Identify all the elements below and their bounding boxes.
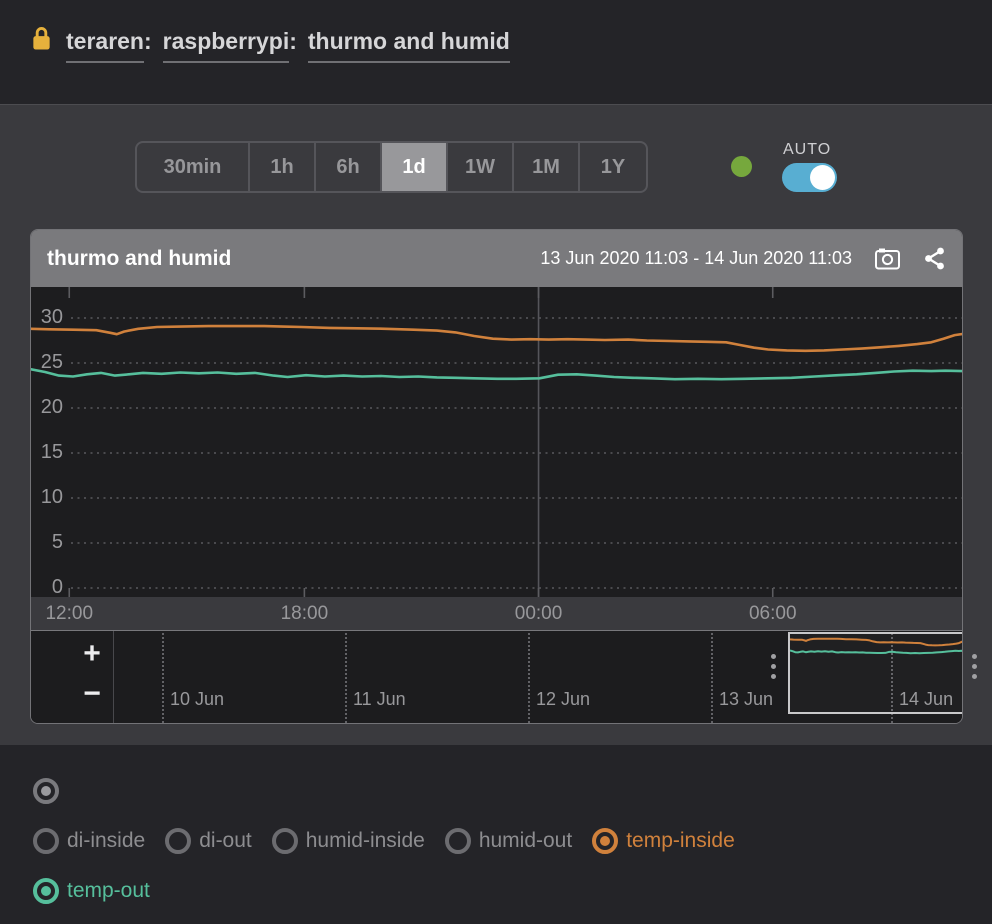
day-label-14 Jun: 14 Jun <box>899 689 954 709</box>
navigator-selection-window[interactable] <box>788 632 962 714</box>
mini-series-line-temp-out <box>790 649 962 655</box>
chart-title: thurmo and humid <box>47 246 232 270</box>
breadcrumb-separator: : <box>143 28 152 54</box>
chart-titlebar: thurmo and humid 13 Jun 2020 11:03 - 14 … <box>31 230 962 287</box>
chart-card: thurmo and humid 13 Jun 2020 11:03 - 14 … <box>30 229 963 724</box>
zoom-out-button[interactable]: − <box>83 677 101 710</box>
y-axis-label-15: 15 <box>40 441 63 463</box>
day-label-11 Jun: 11 Jun <box>352 689 406 709</box>
radio-dot <box>600 836 611 846</box>
navigator-divider <box>113 631 114 723</box>
legend-label-humid-out: humid-out <box>478 829 573 852</box>
day-boundary-line-10 Jun <box>161 633 164 723</box>
radio-icon-humid-inside <box>271 828 298 854</box>
day-boundary-line-13 Jun <box>710 633 713 723</box>
radio-dot <box>41 886 51 896</box>
auto-toggle[interactable] <box>782 163 837 192</box>
radio-icon-di-inside <box>33 828 59 854</box>
series-line-temp-inside <box>31 324 962 353</box>
share-icon[interactable] <box>923 246 946 271</box>
lock-icon <box>30 25 53 58</box>
radio-icon-humid-out <box>444 828 471 854</box>
time-range-group: 30min 1h 6h 1d 1W 1M 1Y <box>135 141 648 193</box>
legend-item-humid-inside[interactable]: humid-inside <box>271 828 425 854</box>
range-button-1M[interactable]: 1M <box>514 143 580 191</box>
mini-chart-svg <box>790 637 962 655</box>
legend-label-temp-inside: temp-inside <box>626 829 735 852</box>
legend-row-1: temp-out <box>33 878 992 904</box>
breadcrumb-item-0[interactable]: teraren <box>66 28 144 63</box>
legend-master-radio[interactable] <box>33 778 59 804</box>
breadcrumb: teraren: raspberrypi: thurmo and humid <box>66 28 510 63</box>
legend-item-temp-out[interactable]: temp-out <box>33 878 150 904</box>
legend-label-temp-out: temp-out <box>67 879 150 902</box>
x-axis: 12:00 18:00 00:00 06:00 <box>31 597 962 630</box>
x-axis-label-00:00: 00:00 <box>514 603 563 624</box>
legend-rows: di-inside di-out humid-inside humid-out temp… <box>33 828 992 904</box>
legend-item-di-out[interactable]: di-out <box>165 828 252 854</box>
legend-item-humid-out[interactable]: humid-out <box>444 828 573 854</box>
y-axis-label-30: 30 <box>40 306 63 328</box>
main-chart-svg <box>31 287 962 597</box>
timeline-navigator: + − 10 Jun 11 Jun 12 Jun 13 Jun 14 Jun <box>31 630 962 723</box>
series-legend: di-inside di-out humid-inside humid-out temp… <box>0 745 992 924</box>
status-dot <box>731 156 752 177</box>
breadcrumb-item-1[interactable]: raspberrypi <box>162 28 290 63</box>
chart-plot[interactable]: 0 5 10 15 20 25 30 <box>31 287 962 598</box>
radio-dot <box>41 786 51 796</box>
selection-right-handle[interactable] <box>972 654 977 679</box>
auto-toggle-label: AUTO <box>783 141 832 158</box>
breadcrumb-separator: : <box>289 28 297 54</box>
range-button-6h[interactable]: 6h <box>316 143 382 191</box>
y-axis-label-20: 20 <box>40 396 63 418</box>
x-axis-label-06:00: 06:00 <box>748 603 797 624</box>
range-button-30min[interactable]: 30min <box>137 143 250 191</box>
x-axis-label-18:00: 18:00 <box>280 603 329 624</box>
mini-series-line-temp-inside <box>790 637 962 647</box>
legend-item-temp-inside[interactable]: temp-inside <box>592 828 735 854</box>
legend-master-row <box>33 778 992 804</box>
day-label-13 Jun: 13 Jun <box>718 689 774 709</box>
day-boundary-line-11 Jun <box>344 633 347 723</box>
chart-panel: 30min 1h 6h 1d 1W 1M 1Y AUTO thurmo and humid … <box>0 104 992 745</box>
radio-icon-di-out <box>165 828 192 854</box>
auto-toggle-knob <box>810 165 835 190</box>
legend-label-di-out: di-out <box>199 829 252 852</box>
legend-item-di-inside[interactable]: di-inside <box>33 828 145 854</box>
chart-date-range: 13 Jun 2020 11:03 - 14 Jun 2020 11:03 <box>540 248 852 268</box>
day-boundary-line-12 Jun <box>528 633 530 723</box>
radio-icon-temp-out <box>33 878 59 904</box>
day-label-10 Jun: 10 Jun <box>169 689 225 709</box>
x-axis-label-12:00: 12:00 <box>45 603 94 624</box>
y-axis-label-5: 5 <box>51 531 63 553</box>
range-button-1Y[interactable]: 1Y <box>600 155 626 178</box>
range-button-1d[interactable]: 1d <box>382 143 448 191</box>
y-axis-label-25: 25 <box>40 351 63 373</box>
y-axis-label-10: 10 <box>40 486 63 508</box>
range-button-1W[interactable]: 1W <box>448 143 514 191</box>
camera-icon[interactable] <box>874 246 901 271</box>
app-header: teraren: raspberrypi: thurmo and humid <box>0 0 992 104</box>
legend-label-di-inside: di-inside <box>67 829 146 852</box>
range-button-1h[interactable]: 1h <box>250 143 316 191</box>
legend-row-0: di-inside di-out humid-inside humid-out temp… <box>33 828 992 854</box>
zoom-in-button[interactable]: + <box>83 637 101 670</box>
breadcrumb-item-2[interactable]: thurmo and humid <box>307 28 510 63</box>
legend-label-humid-inside: humid-inside <box>305 829 425 852</box>
radio-icon-temp-inside <box>592 828 619 854</box>
selection-left-handle[interactable] <box>771 654 776 679</box>
day-label-12 Jun: 12 Jun <box>536 689 591 709</box>
day-boundary-line-14 Jun <box>891 633 894 723</box>
y-axis-label-0: 0 <box>51 576 63 598</box>
series-line-temp-out <box>31 368 962 381</box>
